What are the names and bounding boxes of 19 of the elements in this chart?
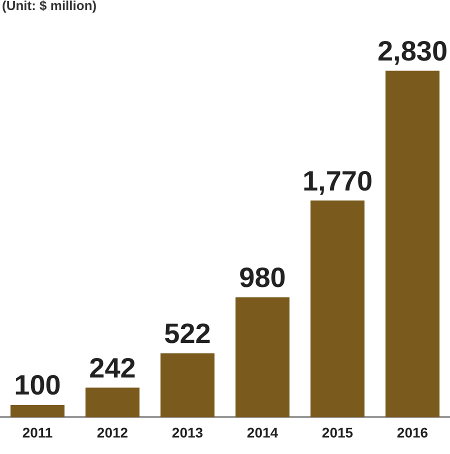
bar	[386, 70, 440, 418]
bar	[310, 200, 364, 418]
bar	[86, 388, 140, 418]
bar	[160, 353, 214, 418]
x-tick-label: 2016	[396, 424, 428, 440]
data-label: 522	[164, 318, 211, 350]
bar	[10, 404, 64, 418]
data-label: 980	[239, 262, 286, 293]
x-tick-label: 2014	[246, 424, 278, 440]
chart-subtitle: (Unit: $ million)	[2, 0, 97, 13]
bar	[236, 297, 290, 418]
data-label: 242	[89, 352, 136, 384]
x-tick-label: 2015	[322, 424, 354, 440]
x-tick-label: 2011	[22, 424, 53, 440]
x-tick-label: 2012	[96, 424, 128, 440]
data-label: 2,830	[377, 36, 448, 67]
x-tick-label: 2013	[172, 424, 204, 440]
data-label: 100	[14, 370, 61, 401]
data-label: 1,770	[302, 165, 373, 196]
